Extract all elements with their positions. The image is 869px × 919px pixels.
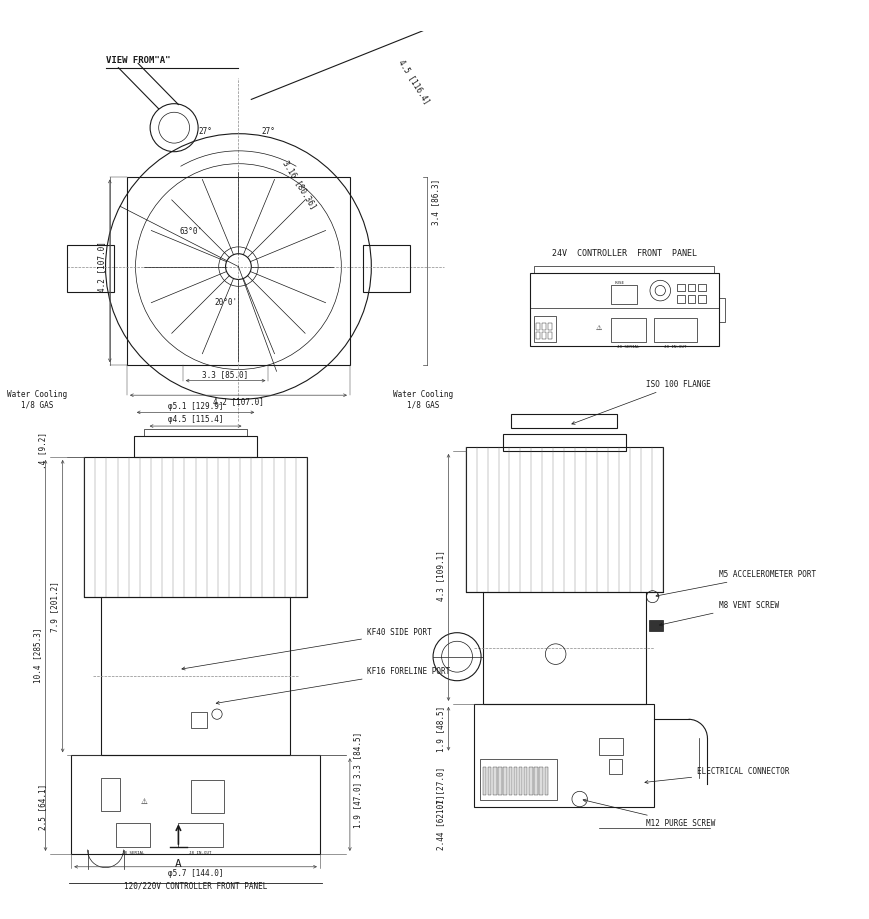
Bar [697, 284, 705, 291]
Bar [513, 767, 516, 795]
Text: J8 SERIAL: J8 SERIAL [122, 851, 144, 856]
Bar [541, 332, 546, 339]
Text: M12 PURGE SCREW: M12 PURGE SCREW [582, 800, 714, 828]
Bar [534, 316, 555, 342]
Text: 4.2 [107.0]: 4.2 [107.0] [213, 397, 263, 406]
Bar [687, 284, 694, 291]
Bar [518, 767, 521, 795]
Bar [488, 767, 491, 795]
Text: M5 ACCELEROMETER PORT: M5 ACCELEROMETER PORT [655, 570, 815, 597]
Bar [510, 414, 617, 427]
Bar [101, 778, 120, 811]
Bar [541, 323, 546, 330]
Bar [697, 295, 705, 302]
Text: KF16 FORELINE PORT: KF16 FORELINE PORT [216, 667, 450, 704]
Bar [84, 457, 307, 596]
Text: 20°0': 20°0' [214, 298, 237, 307]
Text: 1.1 [27.0]: 1.1 [27.0] [435, 766, 445, 812]
Bar [547, 332, 552, 339]
Text: 3.3 [85.0]: 3.3 [85.0] [202, 370, 249, 379]
Text: 7.9 [201.2]: 7.9 [201.2] [50, 581, 59, 631]
Text: 24V  CONTROLLER  FRONT  PANEL: 24V CONTROLLER FRONT PANEL [551, 248, 696, 257]
Bar [67, 245, 114, 292]
Bar [648, 619, 662, 631]
Text: FUSE: FUSE [614, 280, 624, 285]
Bar [534, 267, 713, 273]
Bar [101, 596, 289, 755]
Text: 2.44 [62.07]: 2.44 [62.07] [435, 794, 445, 850]
Bar [178, 823, 222, 847]
Bar [529, 273, 718, 346]
Text: A: A [175, 859, 182, 869]
Text: 120/220V CONTROLLER FRONT PANEL: 120/220V CONTROLLER FRONT PANEL [123, 881, 267, 891]
Text: 1.9 [47.0]: 1.9 [47.0] [353, 781, 362, 828]
Bar [608, 759, 621, 774]
Bar [116, 823, 150, 847]
Text: φ5.7 [144.0]: φ5.7 [144.0] [168, 869, 223, 879]
Text: 2.5 [64.1]: 2.5 [64.1] [38, 784, 47, 830]
Bar [677, 284, 685, 291]
Text: 27°: 27° [262, 127, 275, 136]
Bar [482, 767, 486, 795]
Text: KF40 SIDE PORT: KF40 SIDE PORT [182, 629, 431, 670]
Bar [465, 447, 662, 593]
Text: 63°0': 63°0' [180, 227, 202, 236]
Bar [493, 767, 496, 795]
Bar [362, 245, 409, 292]
Bar [474, 704, 653, 807]
Bar [191, 712, 207, 728]
Text: 1.9 [48.5]: 1.9 [48.5] [435, 706, 445, 752]
Bar [534, 767, 537, 795]
Bar [498, 767, 501, 795]
Bar [503, 767, 507, 795]
Bar [134, 437, 257, 457]
Bar [480, 759, 557, 800]
Bar [547, 323, 552, 330]
Text: M8 VENT SCREW: M8 VENT SCREW [659, 601, 778, 626]
Bar [677, 295, 685, 302]
Bar [718, 299, 725, 323]
Text: 3.4 [86.3]: 3.4 [86.3] [431, 179, 440, 225]
Bar [598, 738, 622, 755]
Text: Water Cooling
1/8 GAS: Water Cooling 1/8 GAS [392, 390, 452, 409]
Bar [71, 755, 320, 854]
Bar [528, 767, 532, 795]
Bar [544, 767, 547, 795]
Text: φ5.1 [129.9]: φ5.1 [129.9] [168, 402, 223, 411]
Text: VIEW FROM"A": VIEW FROM"A" [105, 56, 169, 65]
Text: J8 SERIAL: J8 SERIAL [617, 345, 639, 349]
Text: ⚠: ⚠ [141, 797, 148, 806]
Text: 27°: 27° [199, 127, 213, 136]
Bar [507, 767, 511, 795]
Text: 4.3 [109.1]: 4.3 [109.1] [435, 550, 445, 601]
Text: ISO 100 FLANGE: ISO 100 FLANGE [571, 380, 710, 425]
Text: ⚠: ⚠ [594, 325, 601, 332]
Text: 10.4 [285.3]: 10.4 [285.3] [33, 628, 42, 683]
Bar [535, 332, 540, 339]
Bar [539, 767, 542, 795]
Bar [523, 767, 527, 795]
Bar [687, 295, 694, 302]
Bar [482, 593, 645, 704]
Bar [535, 323, 540, 330]
Bar [127, 176, 349, 365]
Bar [611, 286, 636, 304]
Text: J8 IN-OUT: J8 IN-OUT [189, 851, 212, 856]
Bar [191, 780, 223, 812]
Text: Water Cooling
1/8 GAS: Water Cooling 1/8 GAS [7, 390, 67, 409]
Bar [653, 318, 696, 342]
Text: 4.5 [116.4]: 4.5 [116.4] [396, 58, 431, 107]
Bar [502, 434, 626, 451]
Text: φ4.5 [115.4]: φ4.5 [115.4] [168, 415, 223, 425]
Bar [144, 429, 247, 437]
Text: ELECTRICAL CONNECTOR: ELECTRICAL CONNECTOR [644, 767, 789, 784]
Bar [611, 318, 645, 342]
Text: J8 IN-OUT: J8 IN-OUT [664, 345, 687, 349]
Text: .4 [9.2]: .4 [9.2] [38, 433, 47, 470]
Text: 4.2 [107.0]: 4.2 [107.0] [97, 241, 106, 292]
Text: 3.16 [80.36]: 3.16 [80.36] [281, 159, 318, 211]
Text: 3.3 [84.5]: 3.3 [84.5] [353, 732, 362, 778]
